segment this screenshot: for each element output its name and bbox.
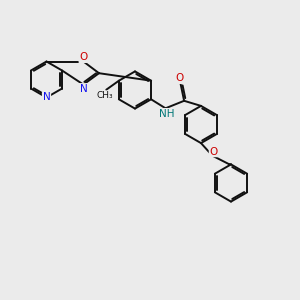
Text: O: O — [209, 146, 218, 157]
Text: NH: NH — [159, 109, 175, 119]
Text: N: N — [80, 84, 87, 94]
Text: O: O — [79, 52, 88, 62]
Text: N: N — [43, 92, 50, 103]
Text: CH₃: CH₃ — [97, 91, 113, 100]
Text: O: O — [175, 73, 183, 83]
